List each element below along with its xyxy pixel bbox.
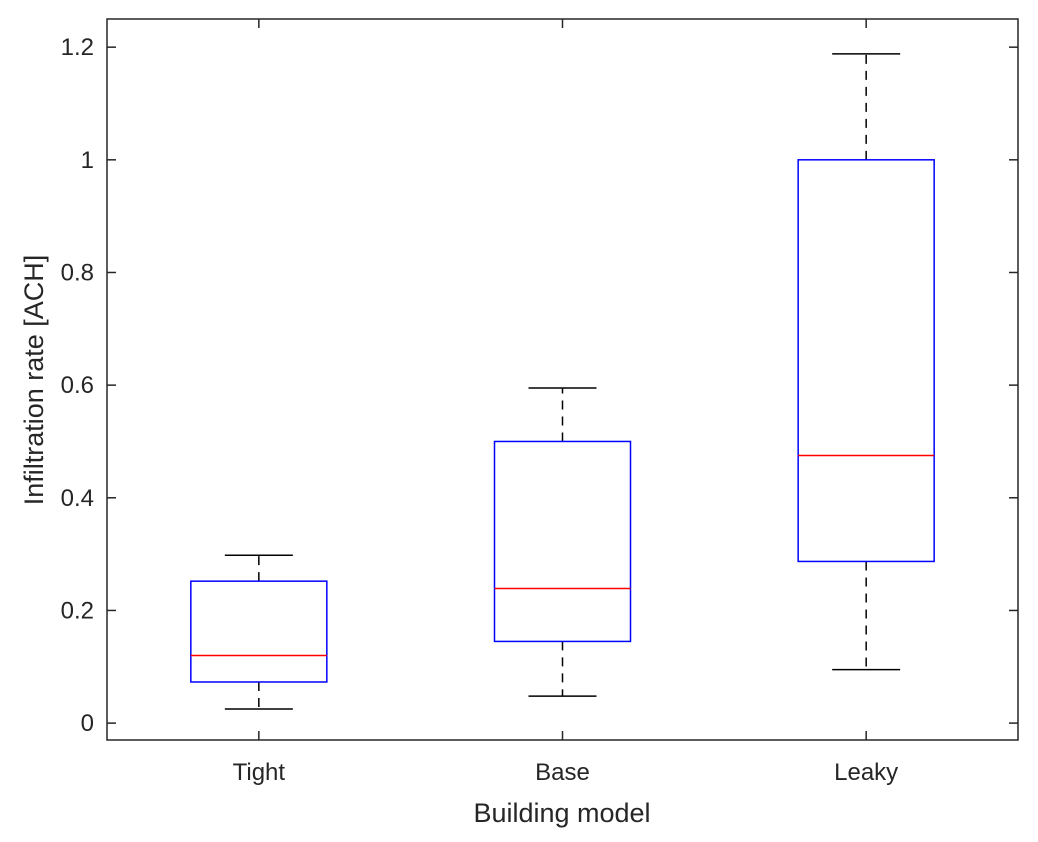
y-axis: 0 0.2 0.4 0.6 0.8 1 1.2 (61, 34, 1018, 737)
y-tick-label: 0.8 (61, 259, 94, 286)
iqr-box (797, 159, 935, 563)
y-tick-label: 1 (81, 147, 94, 174)
y-tick-label: 0 (81, 710, 94, 737)
box-base (493, 387, 632, 697)
y-tick-label: 0.4 (61, 485, 94, 512)
iqr-box (493, 440, 632, 643)
x-axis-title: Building model (473, 798, 650, 828)
y-axis-title: Infiltration rate [ACH] (19, 255, 49, 506)
x-axis: Tight Base Leaky (233, 19, 898, 786)
plot-area (106, 18, 1019, 741)
y-tick-label: 0.2 (61, 597, 94, 624)
x-tick-label: Leaky (834, 759, 898, 786)
y-tick-label: 1.2 (61, 34, 94, 61)
iqr-box (190, 580, 328, 683)
box-leaky (797, 53, 935, 671)
y-tick-label: 0.6 (61, 372, 94, 399)
box-tight (190, 554, 328, 710)
x-tick-label: Tight (233, 759, 286, 786)
boxes-layer (190, 53, 935, 710)
x-tick-label: Base (535, 759, 590, 786)
